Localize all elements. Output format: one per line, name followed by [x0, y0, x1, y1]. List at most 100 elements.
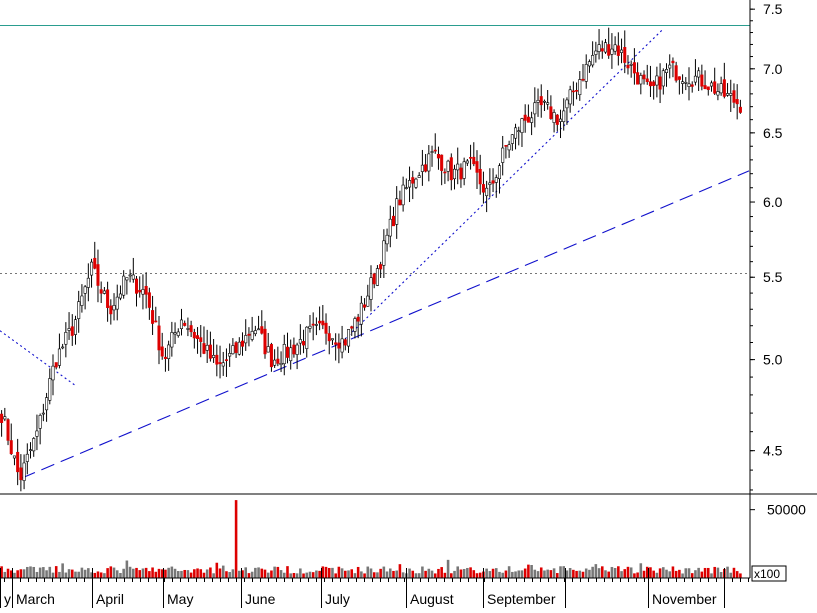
volume-bar [379, 568, 382, 578]
volume-bar [424, 570, 427, 578]
candle-body [693, 75, 697, 83]
volume-bar [392, 570, 395, 578]
volume-bar [231, 569, 235, 578]
volume-bar [263, 569, 267, 578]
candle-body [690, 84, 694, 87]
volume-bar [311, 572, 315, 578]
candle-body [462, 161, 466, 179]
volume-bar [48, 566, 52, 578]
candle-body [546, 102, 550, 105]
volume-bar [366, 566, 370, 578]
volume-bar [87, 568, 90, 578]
candle-body [337, 342, 341, 349]
candle-body [449, 157, 453, 181]
x-tick-label: June [245, 591, 276, 607]
candle-body [6, 419, 10, 441]
volume-bar [594, 564, 598, 578]
candle-body [491, 180, 495, 184]
volume-bar [617, 566, 620, 578]
candle-body [536, 99, 540, 103]
candle-body [330, 338, 334, 341]
y-tick-label: 6.0 [763, 194, 783, 210]
volume-bar [690, 573, 694, 578]
candle-body [125, 277, 129, 281]
candle-body [266, 346, 270, 353]
candle-body [607, 44, 611, 56]
candle-body [183, 322, 187, 326]
volume-bar [209, 567, 212, 578]
candle-body [321, 320, 325, 326]
candle-body [45, 397, 49, 411]
volume-bar [54, 566, 58, 578]
candle-body [677, 76, 681, 80]
volume-bar [372, 572, 376, 578]
volume-bar [539, 567, 543, 578]
volume-bar [572, 569, 575, 578]
volume-bar [588, 569, 591, 578]
volume-bar [106, 568, 109, 578]
volume-bar [0, 566, 3, 578]
volume-bar [466, 567, 469, 578]
volume-bar [472, 570, 476, 578]
candle-body [131, 274, 135, 280]
volume-bar [45, 570, 48, 578]
volume-bar [556, 573, 559, 578]
candle-body [269, 344, 273, 368]
candle-body [32, 438, 36, 452]
volume-bar [318, 570, 321, 578]
volume-bar [700, 571, 704, 578]
candle-body [253, 330, 257, 335]
candle-body [706, 86, 710, 90]
candle-body [446, 160, 450, 172]
candle-body [713, 81, 717, 94]
candle-body [575, 90, 579, 92]
volume-bar [205, 569, 209, 578]
volume-bar [157, 568, 161, 578]
candle-body [334, 342, 338, 345]
candle-body [73, 319, 78, 335]
volume-bar [591, 566, 594, 578]
volume-bar [668, 571, 672, 578]
volume-bar [633, 573, 636, 578]
volume-bar [334, 573, 337, 578]
volume-bar [212, 573, 215, 578]
volume-bar [501, 572, 504, 578]
candle-body [346, 329, 351, 347]
volume-bar [684, 568, 688, 578]
volume-bar [559, 566, 562, 578]
volume-bar [42, 567, 45, 578]
volume-bar [485, 568, 488, 578]
volume-bar [244, 567, 248, 578]
candle-body [144, 285, 148, 295]
candle-body [147, 292, 151, 308]
volume-bar [530, 565, 533, 578]
candle-body [636, 72, 640, 85]
candle-body [237, 341, 241, 355]
volume-bar [6, 568, 10, 578]
candle-body [221, 362, 225, 367]
volume-bar [507, 566, 511, 578]
volume-bar [276, 566, 280, 578]
volume-bar [3, 571, 7, 578]
candle-body [173, 332, 177, 335]
volume-bar [719, 572, 723, 578]
volume-bar [433, 573, 437, 578]
candle-body [212, 354, 216, 358]
volume-bar [32, 566, 36, 578]
candle-body [671, 60, 675, 64]
candle-body [523, 114, 527, 121]
volume-bar [671, 566, 675, 578]
volume-bar [739, 573, 742, 578]
candle-body [565, 99, 569, 109]
volume-bar [83, 569, 87, 578]
volume-bar [636, 572, 639, 578]
volume-bar [29, 566, 32, 578]
volume-bar [344, 570, 347, 578]
volume-bar [218, 568, 222, 578]
volume-bar [254, 567, 257, 578]
candle-body [697, 70, 701, 78]
volume-bar [331, 567, 334, 578]
candle-body [372, 273, 376, 285]
candle-body [70, 326, 74, 336]
candle-body [642, 74, 646, 80]
